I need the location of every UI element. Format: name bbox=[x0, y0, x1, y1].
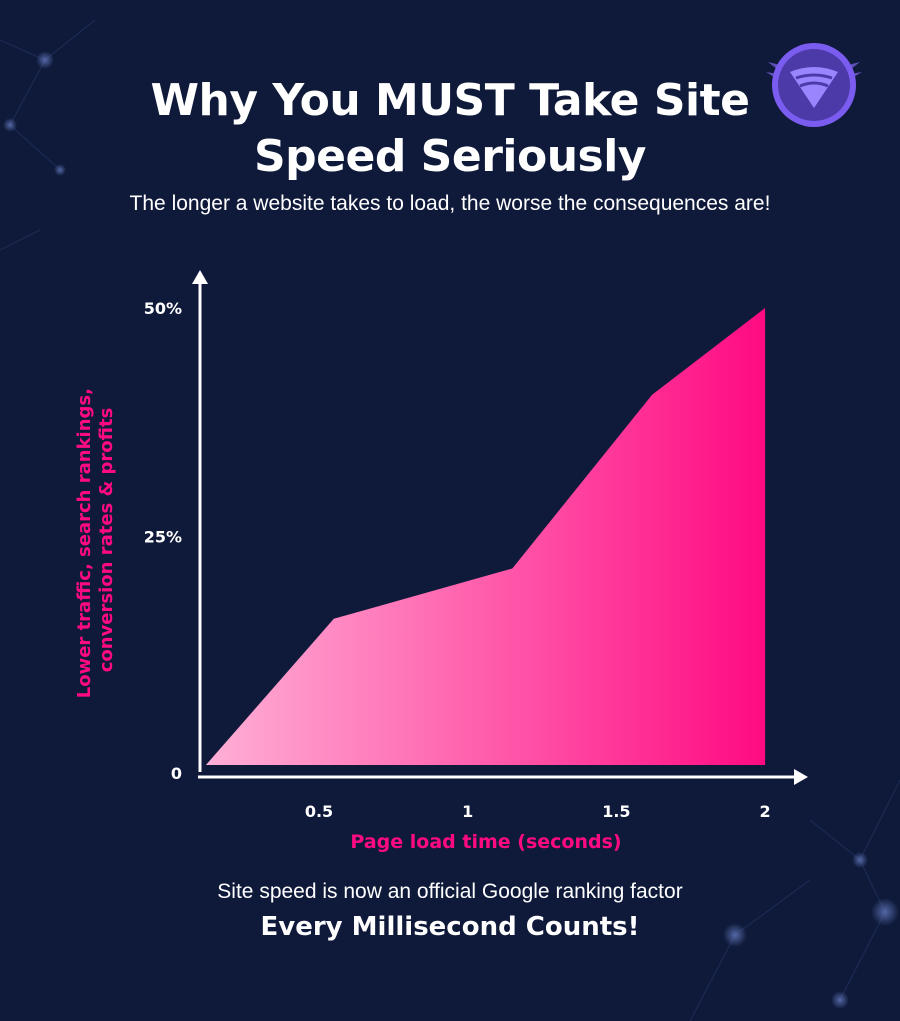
y-axis-label-line1: Lower traffic, search rankings, bbox=[74, 388, 95, 698]
y-tick-label: 0 bbox=[171, 764, 182, 783]
page-title-line2: Speed Seriously bbox=[253, 131, 647, 182]
y-axis-label-line2: conversion rates & profits bbox=[96, 408, 117, 673]
footer-tagline: Every Millisecond Counts! bbox=[260, 912, 640, 942]
winged-shield-logo-icon bbox=[766, 43, 862, 127]
x-tick-label: 0.5 bbox=[305, 802, 333, 821]
y-axis-arrow-icon bbox=[192, 270, 208, 284]
x-tick-label: 1 bbox=[462, 802, 473, 821]
y-tick-label: 50% bbox=[144, 299, 182, 318]
x-axis-arrow-icon bbox=[794, 769, 808, 785]
x-tick-label: 1.5 bbox=[602, 802, 630, 821]
y-tick-label: 25% bbox=[144, 528, 182, 547]
y-axis-label: Lower traffic, search rankings, conversi… bbox=[74, 382, 117, 699]
page-title-line1: Why You MUST Take Site bbox=[150, 75, 750, 126]
x-tick-label: 2 bbox=[760, 802, 771, 821]
page-subtitle: The longer a website takes to load, the … bbox=[129, 192, 771, 215]
x-axis-label: Page load time (seconds) bbox=[350, 831, 621, 853]
area-series bbox=[205, 308, 766, 765]
footer-note: Site speed is now an official Google ran… bbox=[217, 880, 683, 903]
